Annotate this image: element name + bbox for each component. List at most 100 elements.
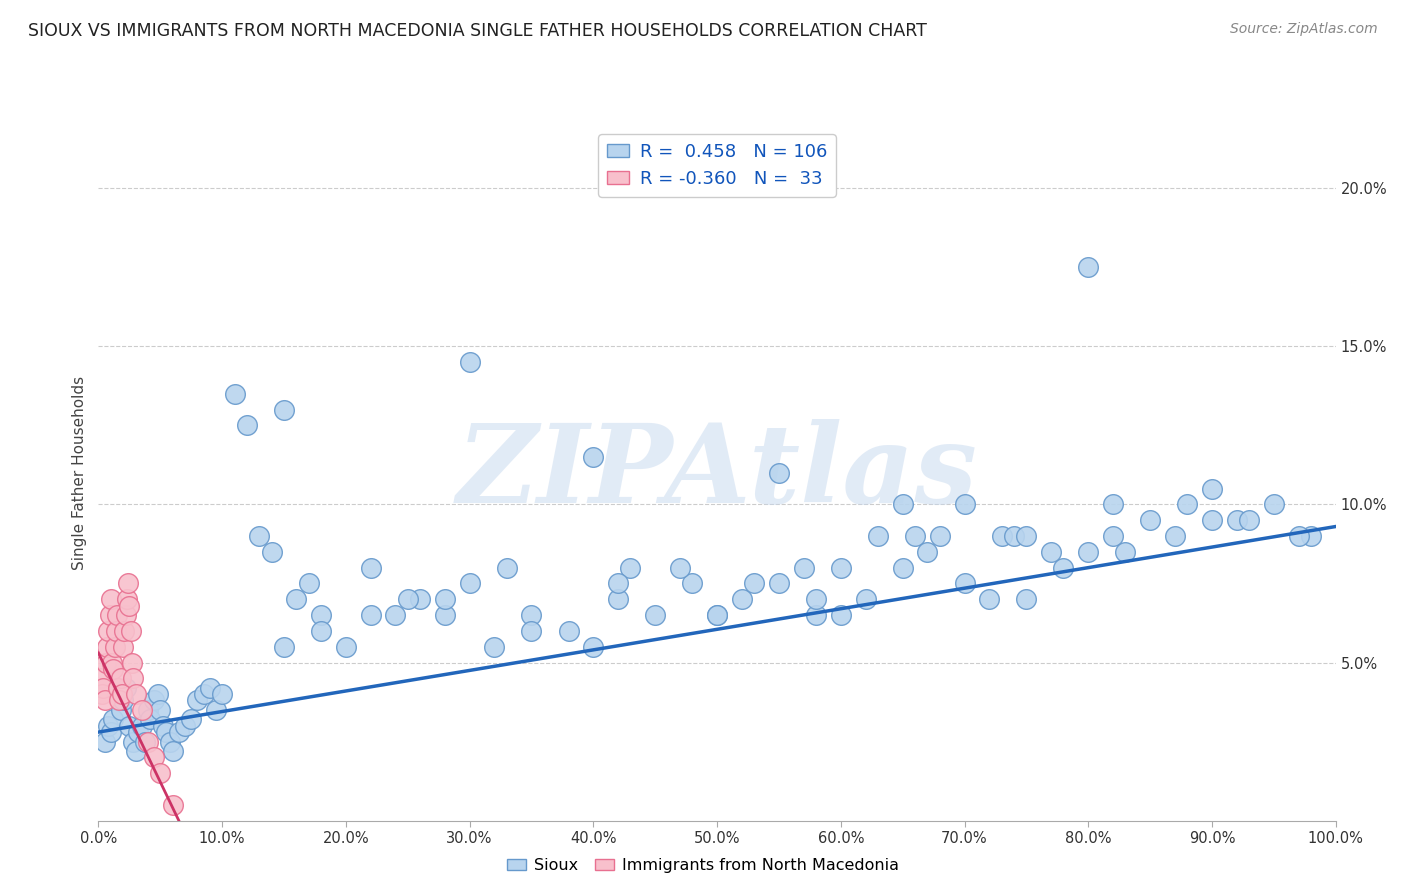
Point [93,681,115,695]
Point [98,608,121,623]
Point [928,529,950,543]
Point [298,576,321,591]
Point [103,713,125,727]
Point [335,640,357,654]
Point [100,592,122,607]
Point [793,560,815,574]
Point [582,640,605,654]
Point [433,592,456,607]
Point [706,608,728,623]
Point [108,693,131,707]
Point [409,592,432,607]
Point [260,545,283,559]
Point [167,725,190,739]
Point [118,719,141,733]
Point [804,592,827,607]
Point [1114,545,1136,559]
Point [520,608,543,623]
Point [152,719,174,733]
Point [1040,545,1063,559]
Point [917,545,939,559]
Point [484,640,506,654]
Point [114,608,136,623]
Point [193,687,215,701]
Point [146,687,169,701]
Point [1002,529,1025,543]
Point [143,693,166,707]
Point [669,560,692,574]
Point [891,497,914,511]
Point [162,797,184,812]
Point [731,592,754,607]
Point [520,624,543,638]
Point [104,624,127,638]
Point [122,671,145,685]
Point [953,497,976,511]
Point [198,681,221,695]
Point [103,640,125,654]
Point [706,608,728,623]
Point [309,624,332,638]
Text: Source: ZipAtlas.com: Source: ZipAtlas.com [1230,22,1378,37]
Point [136,703,159,717]
Point [112,624,135,638]
Point [110,671,132,685]
Point [1077,545,1099,559]
Point [990,529,1012,543]
Point [94,656,117,670]
Point [105,687,128,701]
Text: SIOUX VS IMMIGRANTS FROM NORTH MACEDONIA SINGLE FATHER HOUSEHOLDS CORRELATION CH: SIOUX VS IMMIGRANTS FROM NORTH MACEDONIA… [28,22,927,40]
Point [117,576,139,591]
Point [121,656,143,670]
Point [1164,529,1187,543]
Point [110,703,132,717]
Legend: Sioux, Immigrants from North Macedonia: Sioux, Immigrants from North Macedonia [501,852,905,880]
Point [211,687,233,701]
Point [149,766,172,780]
Point [96,640,118,654]
Point [236,418,259,433]
Point [979,592,1001,607]
Point [114,681,136,695]
Point [1077,260,1099,275]
Point [1201,482,1223,496]
Point [768,466,790,480]
Text: ZIPAtlas: ZIPAtlas [457,419,977,526]
Y-axis label: Single Father Households: Single Father Households [72,376,87,570]
Point [1263,497,1285,511]
Point [855,592,877,607]
Point [131,703,153,717]
Point [155,725,177,739]
Point [205,703,228,717]
Point [1299,529,1322,543]
Point [309,608,332,623]
Point [1102,497,1125,511]
Point [619,560,641,574]
Point [1015,592,1038,607]
Point [396,592,419,607]
Point [131,719,153,733]
Point [174,719,197,733]
Point [681,576,703,591]
Point [143,750,166,764]
Point [247,529,270,543]
Point [136,734,159,748]
Point [120,624,142,638]
Point [180,713,202,727]
Point [186,693,208,707]
Point [105,608,128,623]
Point [891,560,914,574]
Point [97,624,120,638]
Point [458,355,481,369]
Point [90,671,112,685]
Point [273,640,295,654]
Point [134,734,156,748]
Point [100,725,122,739]
Point [458,576,481,591]
Point [118,599,141,613]
Point [607,592,630,607]
Point [122,734,145,748]
Point [904,529,927,543]
Point [830,560,852,574]
Point [285,592,308,607]
